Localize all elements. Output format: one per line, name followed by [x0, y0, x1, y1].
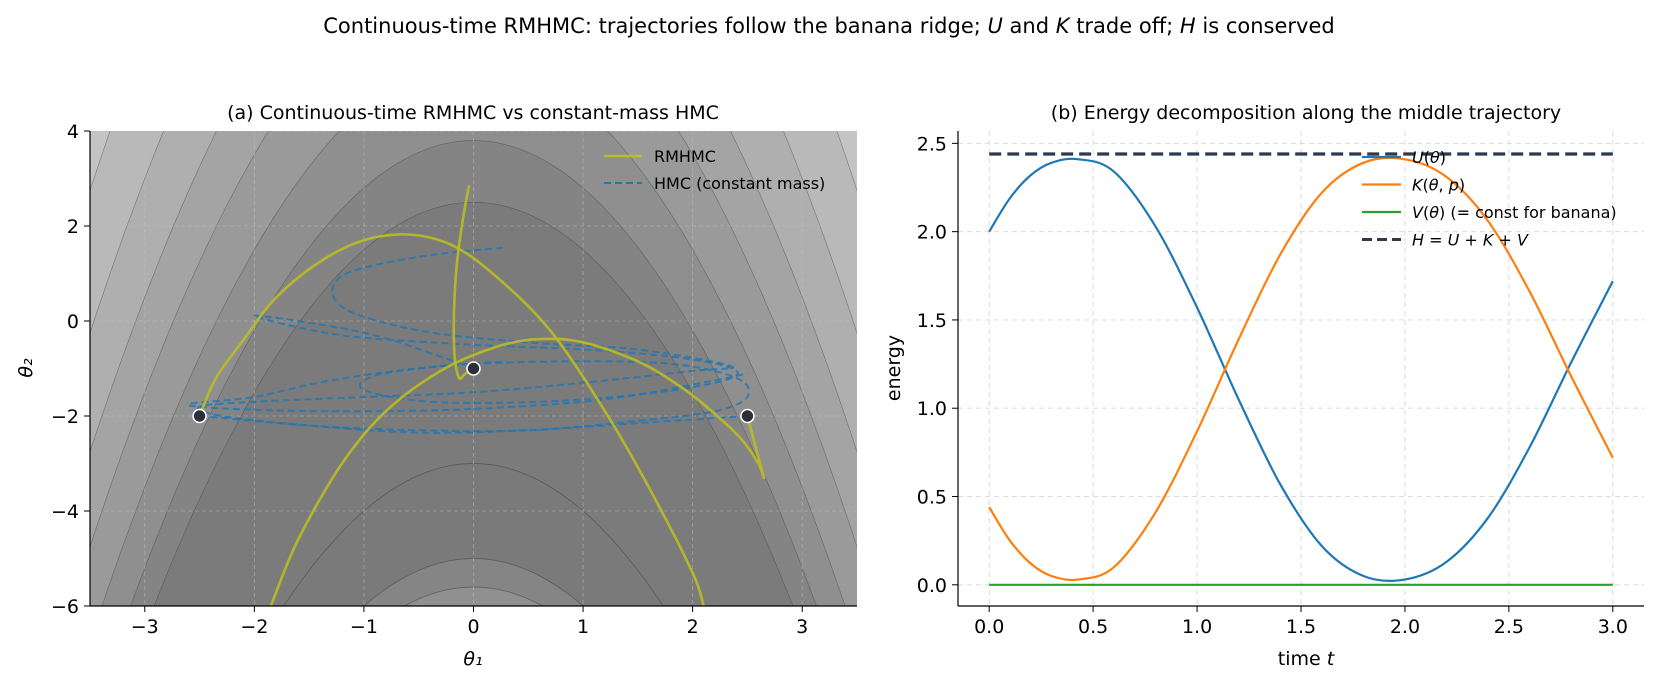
y-tick-label: −2 — [51, 406, 79, 428]
panel-a-title: (a) Continuous-time RMHMC vs constant-ma… — [227, 102, 719, 124]
y-tick-label: −4 — [51, 501, 79, 523]
legend-label-hmc: HMC (constant mass) — [654, 174, 825, 193]
x-tick-label: −3 — [131, 616, 159, 638]
panel-b-xlabel: time t — [1278, 648, 1336, 670]
y-tick-label: 1.5 — [917, 310, 947, 332]
panel-b-ylabel: energy — [883, 335, 905, 401]
y-tick-label: −6 — [51, 596, 79, 618]
x-tick-label: 0 — [467, 616, 479, 638]
start-point — [192, 408, 207, 424]
y-tick-label: 0.5 — [917, 487, 947, 509]
x-tick-label: 2.0 — [1390, 616, 1420, 638]
panel-b-legend: U(θ) K(θ, p) V(θ) (= const for banana) H = … — [1362, 148, 1617, 250]
energy-series-1 — [988, 157, 1614, 583]
x-tick-label: 3.0 — [1598, 616, 1628, 638]
panel-b-axes: 0.0 0.5 1.0 1.5 2.0 2.5 3.0 0.0 0.5 1.0 1.5 2.0 2.5 — [917, 131, 1644, 638]
panel-b-series — [988, 152, 1614, 586]
y-tick-label: 2.5 — [917, 133, 947, 155]
panel-a-start-points — [192, 361, 755, 424]
contour-band — [283, 463, 664, 606]
panel-a-legend: RMHMC HMC (constant mass) — [604, 147, 825, 193]
hmc-trajectory-2 — [197, 246, 748, 434]
x-tick-label: 0.0 — [974, 616, 1004, 638]
hmc-trajectory-3 — [252, 314, 739, 404]
start-point — [740, 408, 755, 424]
x-tick-label: 2 — [687, 616, 699, 638]
rmhmc-trajectory-2 — [269, 337, 766, 606]
y-tick-label: 0 — [67, 311, 79, 333]
legend-label-4: H = U + K + V — [1412, 231, 1529, 250]
panel-a: −3 −2 −1 0 1 2 3 −6 −4 −2 0 2 4 (a) Continuous-time … — [15, 102, 857, 670]
y-tick-label: 2.0 — [917, 222, 947, 244]
panel-a-axes: −3 −2 −1 0 1 2 3 −6 −4 −2 0 2 4 — [51, 121, 857, 638]
energy-series-2 — [988, 156, 1614, 582]
rmhmc-trajectory-1 — [198, 233, 705, 606]
x-tick-label: 2.5 — [1494, 616, 1524, 638]
panel-b-grid — [958, 131, 1644, 606]
legend-label-1: U(θ) — [1412, 148, 1446, 167]
legend-label-3: V(θ) (= const for banana) — [1412, 203, 1617, 222]
rmhmc-trajectory-3 — [452, 185, 475, 380]
panel-a-ylabel: θ₂ — [15, 358, 37, 378]
panel-b: 0.0 0.5 1.0 1.5 2.0 2.5 3.00.00.51.01.52.02.5 … — [883, 102, 1644, 670]
x-tick-label: 1.0 — [1182, 616, 1212, 638]
x-tick-label: 1.5 — [1286, 616, 1316, 638]
legend-label-2: K(θ, p) — [1412, 176, 1465, 195]
start-point — [466, 361, 481, 376]
legend-label-rmhmc: RMHMC — [654, 147, 716, 166]
x-tick-label: −2 — [240, 616, 268, 638]
panel-b-title: (b) Energy decomposition along the middl… — [1051, 102, 1561, 124]
density-contours — [90, 131, 857, 606]
y-tick-label: 4 — [67, 121, 79, 143]
x-tick-label: −1 — [350, 616, 378, 638]
y-tick-label: 2 — [67, 216, 79, 238]
panel-a-trajectories — [187, 185, 766, 606]
x-tick-label: 3 — [796, 616, 808, 638]
x-tick-label: 0.5 — [1078, 616, 1108, 638]
figure-suptitle: Continuous-time RMHMC: trajectories foll… — [323, 14, 1334, 38]
y-tick-label: 1.0 — [917, 398, 947, 420]
panel-a-xlabel: θ₁ — [463, 648, 482, 670]
y-tick-label: 0.0 — [917, 575, 947, 597]
x-tick-label: 1 — [577, 616, 589, 638]
